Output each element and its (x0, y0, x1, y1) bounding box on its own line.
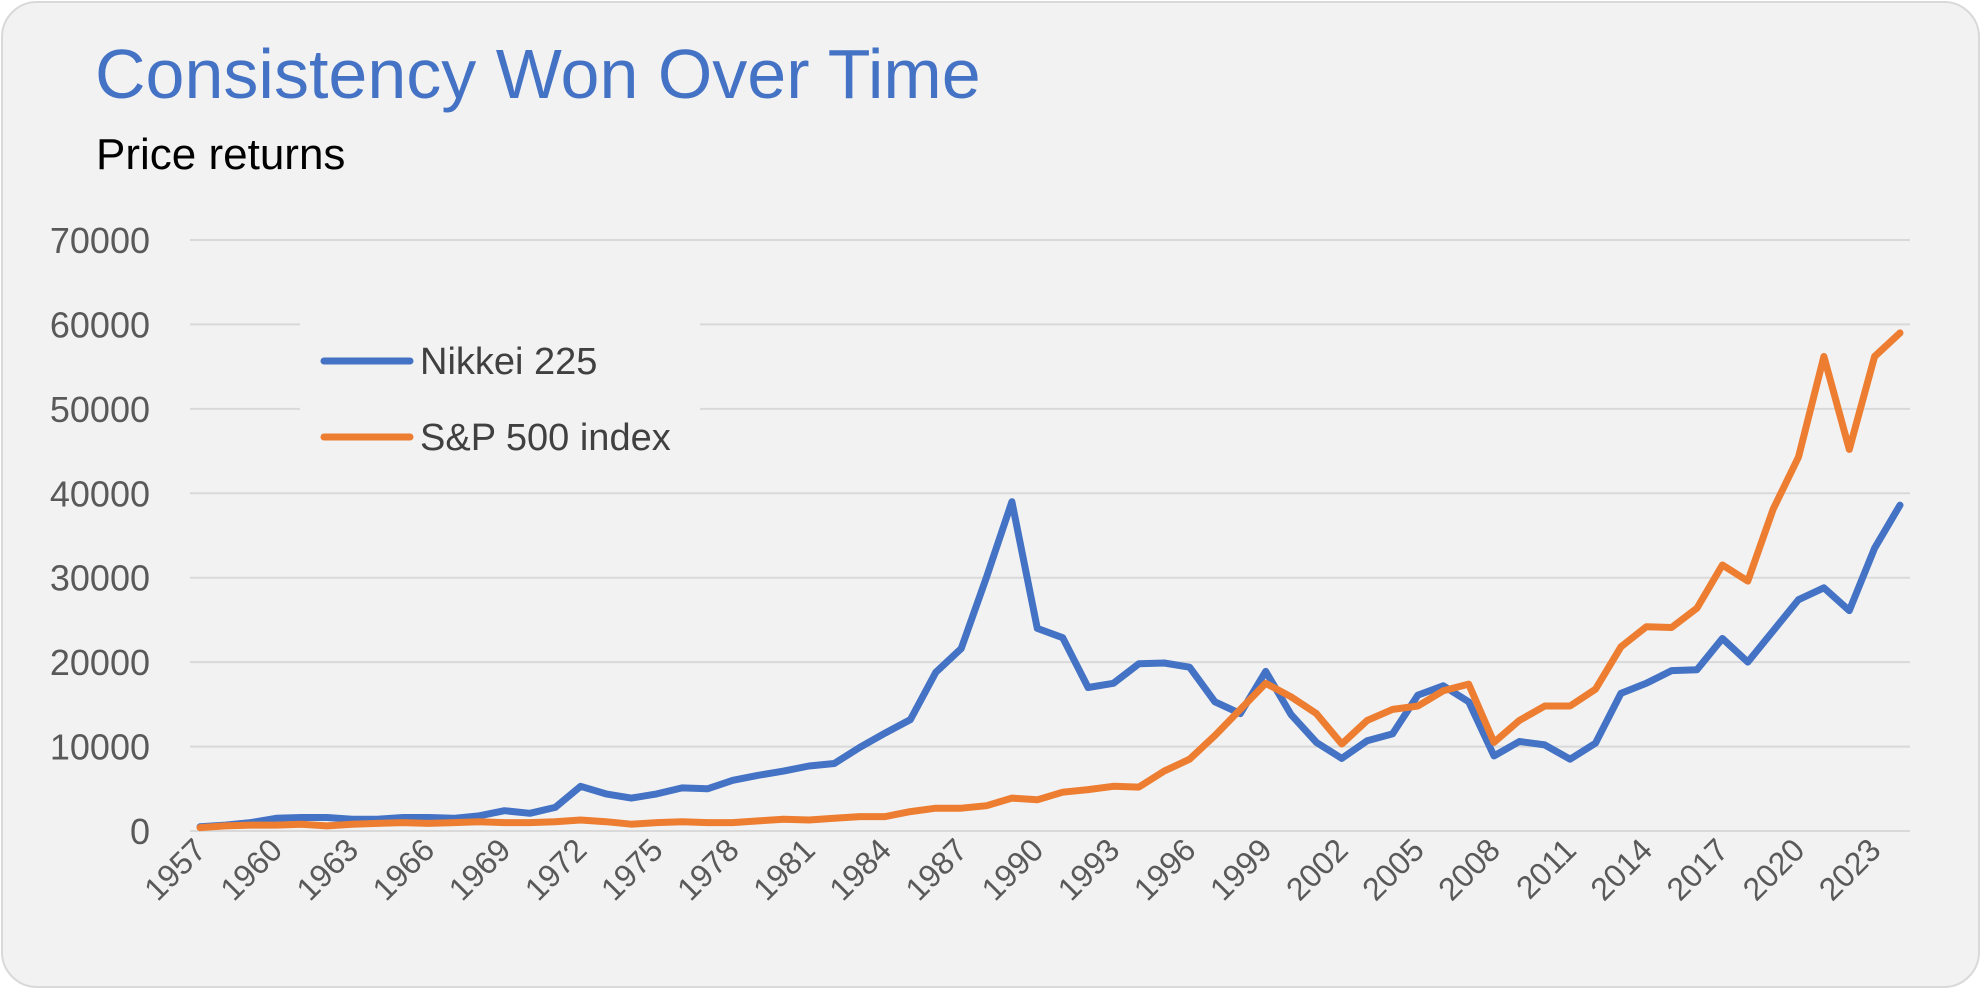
y-tick-label: 60000 (50, 304, 150, 345)
y-tick-label: 40000 (50, 473, 150, 514)
x-tick-label: 2020 (1736, 831, 1812, 907)
x-tick-label: 2017 (1660, 831, 1736, 907)
x-tick-label: 1993 (1051, 831, 1127, 907)
x-axis-ticks: 1957 1960 1963 1966 1969 1972 1975 1978 1981 1984… (137, 831, 1887, 907)
x-tick-label: 1978 (670, 831, 746, 907)
x-tick-label: 2011 (1509, 831, 1583, 905)
x-tick-label: 2014 (1583, 831, 1659, 907)
y-tick-label: 10000 (50, 727, 150, 768)
x-tick-label: 2008 (1431, 831, 1507, 907)
y-axis-ticks: 0 10000 20000 30000 40000 50000 60000 70000 (50, 220, 150, 852)
x-tick-label: 1963 (289, 831, 365, 907)
series-line-sp-500 (196, 329, 1904, 832)
x-tick-label: 1999 (1203, 831, 1279, 907)
x-tick-label: 1975 (594, 831, 670, 907)
x-tick-label: 1969 (442, 831, 518, 907)
x-tick-label: 1972 (518, 831, 594, 907)
x-tick-label: 2023 (1812, 831, 1888, 907)
x-tick-label: 2002 (1279, 831, 1355, 907)
x-tick-label: 1966 (366, 831, 442, 907)
x-tick-label: 1960 (213, 831, 289, 907)
legend: Nikkei 225 S&P 500 index (320, 341, 671, 459)
x-tick-label: 2005 (1355, 831, 1431, 907)
y-tick-label: 0 (130, 811, 150, 852)
x-tick-label: 1987 (898, 831, 974, 907)
legend-label: S&P 500 index (420, 417, 671, 459)
y-tick-label: 20000 (50, 642, 150, 683)
x-tick-label: 1996 (1127, 831, 1203, 907)
x-tick-label: 1981 (746, 831, 822, 907)
y-tick-label: 70000 (50, 220, 150, 261)
y-tick-label: 30000 (50, 558, 150, 599)
legend-background (300, 312, 700, 472)
y-tick-label: 50000 (50, 389, 150, 430)
legend-box (300, 312, 700, 472)
chart-subtitle: Price returns (96, 130, 346, 179)
series-line-nikkei-225 (196, 498, 1904, 831)
series-lines (196, 329, 1904, 832)
chart-title: Consistency Won Over Time (95, 35, 981, 113)
x-tick-label: 1984 (822, 831, 898, 907)
x-tick-label: 1990 (974, 831, 1050, 907)
legend-label: Nikkei 225 (420, 341, 597, 383)
